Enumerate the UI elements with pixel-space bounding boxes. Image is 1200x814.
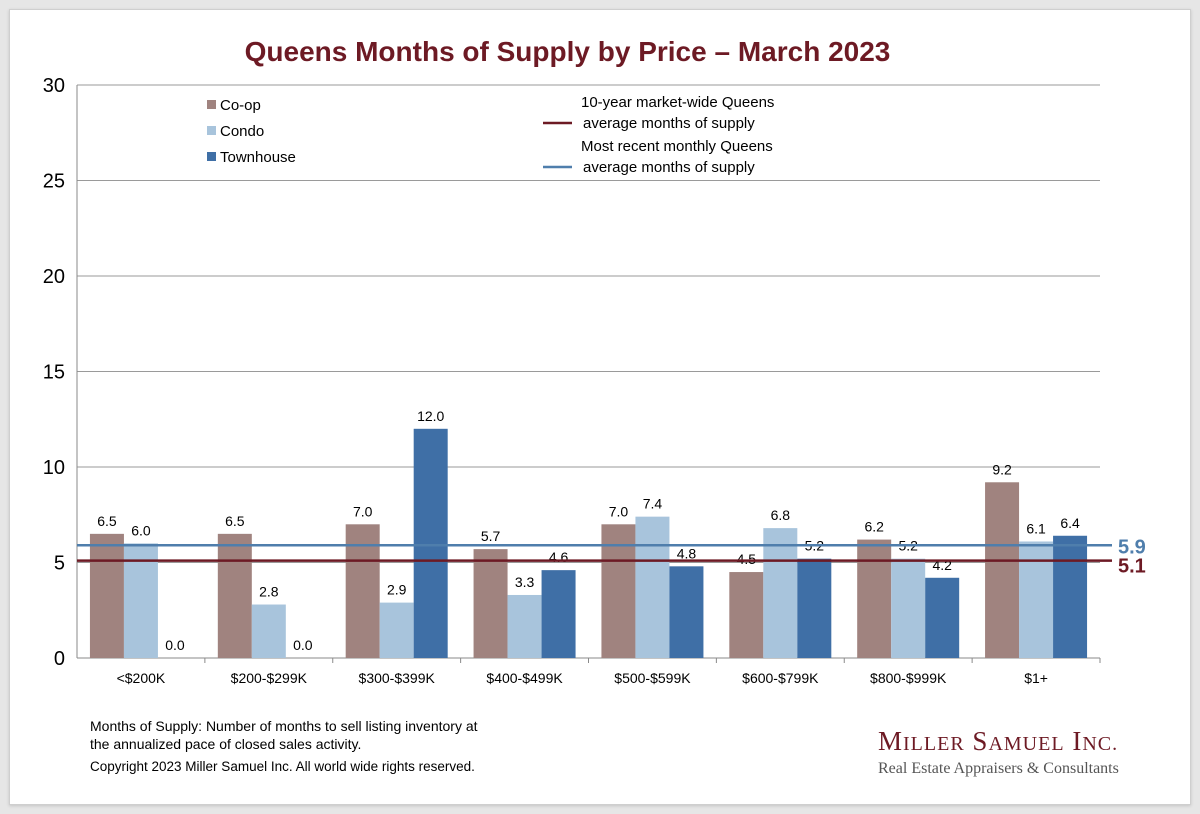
bar-townhouse bbox=[541, 570, 576, 658]
data-label: 2.9 bbox=[387, 582, 407, 598]
bar-townhouse bbox=[925, 577, 960, 658]
data-label: 9.2 bbox=[992, 461, 1012, 477]
bar-coop bbox=[857, 539, 892, 658]
legend-line-label: average months of supply bbox=[583, 115, 755, 132]
reference-line-value: 5.1 bbox=[1118, 556, 1146, 578]
bar-coop bbox=[89, 533, 124, 658]
legend-swatch bbox=[207, 100, 216, 109]
y-tick-label: 0 bbox=[54, 648, 65, 670]
data-label: 6.2 bbox=[864, 519, 884, 535]
reference-line-value: 5.9 bbox=[1118, 536, 1146, 558]
chart-frame bbox=[9, 9, 1191, 805]
y-tick-label: 15 bbox=[43, 362, 65, 384]
x-tick-label: $800-$999K bbox=[870, 670, 947, 686]
bar-coop bbox=[345, 524, 380, 658]
data-label: 5.7 bbox=[481, 528, 501, 544]
x-tick-label: $400-$499K bbox=[486, 670, 563, 686]
brand-logo: MILLER SAMUEL INC. Real Estate Appraiser… bbox=[878, 726, 1119, 778]
bar-condo bbox=[763, 528, 798, 658]
brand-tagline: Real Estate Appraisers & Consultants bbox=[878, 760, 1119, 777]
bar-condo bbox=[251, 604, 286, 658]
x-tick-label: $500-$599K bbox=[614, 670, 691, 686]
bar-townhouse bbox=[1053, 535, 1088, 658]
bar-condo bbox=[635, 516, 670, 658]
x-tick-label: $600-$799K bbox=[742, 670, 819, 686]
footnote-line-2: the annualized pace of closed sales acti… bbox=[90, 736, 362, 752]
bar-condo bbox=[1019, 541, 1054, 658]
data-label: 6.8 bbox=[771, 507, 791, 523]
footnote-line-1: Months of Supply: Number of months to se… bbox=[90, 718, 478, 734]
data-label: 7.0 bbox=[353, 503, 373, 519]
data-label: 4.8 bbox=[677, 545, 697, 561]
y-tick-label: 20 bbox=[43, 266, 65, 288]
data-label: 7.4 bbox=[643, 496, 663, 512]
bar-townhouse bbox=[669, 566, 704, 658]
y-tick-label: 5 bbox=[54, 553, 65, 575]
bar-coop bbox=[217, 533, 252, 658]
legend-line-label: Most recent monthly Queens bbox=[581, 138, 773, 155]
data-label: 2.8 bbox=[259, 584, 279, 600]
data-label: 6.4 bbox=[1060, 515, 1080, 531]
bar-coop bbox=[729, 572, 764, 658]
x-tick-label: $1+ bbox=[1024, 670, 1048, 686]
data-label: 12.0 bbox=[417, 408, 444, 424]
legend-swatch bbox=[207, 126, 216, 135]
x-tick-label: $300-$399K bbox=[359, 670, 436, 686]
y-tick-label: 10 bbox=[43, 457, 65, 479]
data-label: 6.5 bbox=[225, 513, 245, 529]
legend-line-label: 10-year market-wide Queens bbox=[581, 94, 774, 111]
bar-coop bbox=[601, 524, 636, 658]
legend-label: Condo bbox=[220, 123, 264, 140]
data-label: 6.1 bbox=[1026, 520, 1046, 536]
bar-condo bbox=[379, 602, 414, 658]
legend-line-label: average months of supply bbox=[583, 159, 755, 176]
data-label: 6.0 bbox=[131, 522, 151, 538]
data-label: 4.5 bbox=[737, 551, 757, 567]
data-label: 6.5 bbox=[97, 513, 117, 529]
bar-condo bbox=[507, 594, 542, 658]
legend-swatch bbox=[207, 152, 216, 161]
bar-townhouse bbox=[413, 428, 448, 658]
bar-coop bbox=[985, 482, 1020, 658]
y-tick-label: 25 bbox=[43, 171, 65, 193]
data-label: 0.0 bbox=[293, 637, 313, 653]
data-label: 4.2 bbox=[932, 557, 952, 573]
data-label: 0.0 bbox=[165, 637, 185, 653]
data-label: 4.6 bbox=[549, 549, 569, 565]
x-tick-label: <$200K bbox=[117, 670, 166, 686]
data-label: 3.3 bbox=[515, 574, 535, 590]
legend-label: Co-op bbox=[220, 97, 261, 114]
chart-title: Queens Months of Supply by Price – March… bbox=[244, 36, 891, 67]
data-label: 7.0 bbox=[609, 503, 629, 519]
bar-townhouse bbox=[797, 558, 832, 658]
brand-name: MILLER SAMUEL INC. bbox=[878, 726, 1119, 756]
footnote: Months of Supply: Number of months to se… bbox=[90, 717, 478, 776]
x-tick-label: $200-$299K bbox=[231, 670, 308, 686]
bar-condo bbox=[123, 543, 158, 658]
bar-coop bbox=[473, 549, 508, 658]
legend-label: Townhouse bbox=[220, 149, 296, 166]
copyright-text: Copyright 2023 Miller Samuel Inc. All wo… bbox=[90, 759, 475, 774]
bar-condo bbox=[891, 558, 926, 658]
y-tick-label: 30 bbox=[43, 75, 65, 97]
